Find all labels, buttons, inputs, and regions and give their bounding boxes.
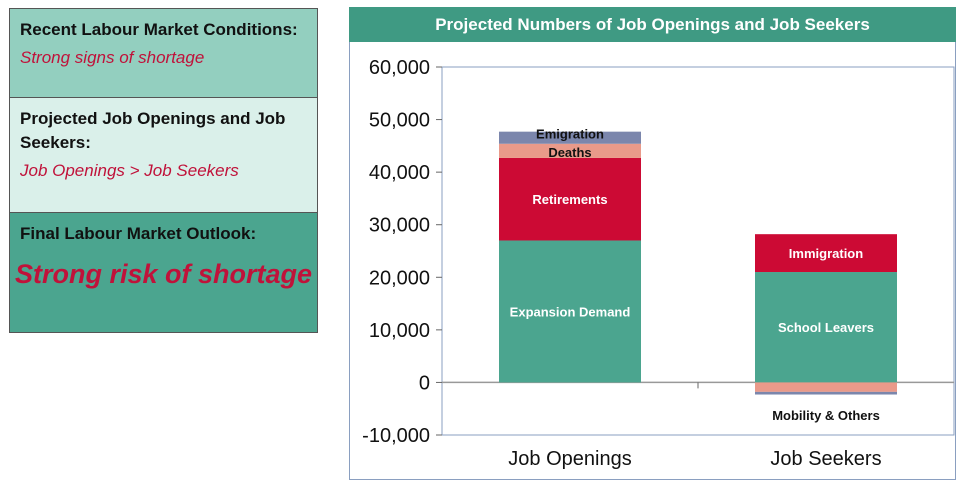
bar-segment xyxy=(499,157,641,241)
y-tick-label: 60,000 xyxy=(369,57,430,79)
bar-segment xyxy=(499,131,641,144)
y-tick-label: 20,000 xyxy=(369,267,430,289)
segment-label: Mobility & Others xyxy=(772,408,880,423)
y-tick-label: 10,000 xyxy=(369,320,430,342)
chart-title: Projected Numbers of Job Openings and Jo… xyxy=(349,7,956,42)
segment-label: School Leavers xyxy=(778,320,874,335)
segment-label: Retirements xyxy=(532,192,607,207)
plot-area xyxy=(441,66,955,436)
projected-panel: Projected Job Openings and Job Seekers: … xyxy=(9,97,318,213)
bar-segment xyxy=(755,234,897,273)
projected-title: Projected Job Openings and Job Seekers: xyxy=(20,109,286,152)
y-tick-label: 0 xyxy=(419,372,430,394)
bar-segment xyxy=(499,240,641,383)
stacked-bar-chart: -10,000 0 10,000 20,000 30,000 40,000 50,000 60… xyxy=(362,57,955,470)
outlook-value: Strong risk of shortage xyxy=(14,259,313,289)
y-tick-label: 30,000 xyxy=(369,215,430,237)
y-tick-label: -10,000 xyxy=(362,425,430,447)
bar-segment xyxy=(755,382,897,392)
category-label: Job Seekers xyxy=(770,448,881,470)
bar-segment xyxy=(755,272,897,383)
segment-label: Immigration xyxy=(789,246,863,261)
recent-conditions-title: Recent Labour Market Conditions: xyxy=(20,20,298,39)
y-tick-label: 40,000 xyxy=(369,162,430,184)
bar-segment xyxy=(499,143,641,158)
outlook-panel: Final Labour Market Outlook: Strong risk… xyxy=(9,212,318,333)
outlook-title: Final Labour Market Outlook: xyxy=(20,224,257,243)
recent-conditions-value: Strong signs of shortage xyxy=(20,48,205,67)
segment-label: Emigration xyxy=(536,127,604,142)
recent-conditions-panel: Recent Labour Market Conditions: Strong … xyxy=(9,8,318,98)
category-label: Job Openings xyxy=(508,448,631,470)
projected-value: Job Openings > Job Seekers xyxy=(20,161,239,180)
bar-segment xyxy=(755,391,897,395)
y-tick-label: 50,000 xyxy=(369,110,430,132)
segment-label: Deaths xyxy=(548,145,591,160)
segment-label: Expansion Demand xyxy=(510,304,631,319)
